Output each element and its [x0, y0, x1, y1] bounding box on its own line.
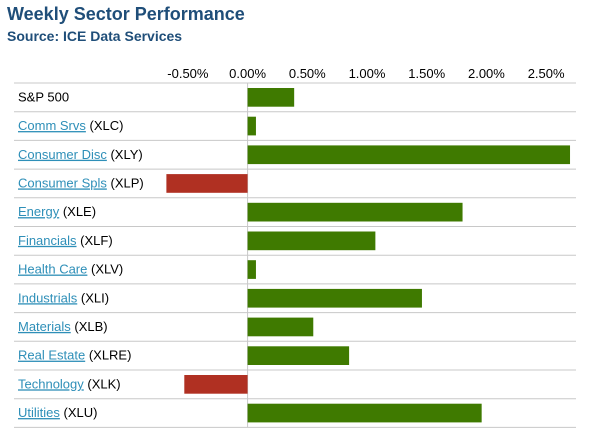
- x-tick-label: 2.00%: [468, 66, 505, 81]
- x-tick-label: 1.50%: [408, 66, 445, 81]
- sector-link[interactable]: Consumer Spls: [18, 175, 107, 190]
- bar-technology: [184, 375, 248, 394]
- sector-link[interactable]: Materials: [18, 319, 71, 334]
- bar-consumer-disc: [247, 145, 571, 165]
- category-label[interactable]: Utilities (XLU): [18, 405, 97, 420]
- category-label: S&P 500: [18, 89, 69, 104]
- chart-subtitle: Source: ICE Data Services: [7, 28, 183, 44]
- sector-link[interactable]: Health Care: [18, 262, 87, 277]
- bar-materials: [247, 317, 314, 337]
- bar-financials: [247, 231, 376, 251]
- ticker-symbol: (XLV): [87, 262, 123, 277]
- x-tick-label: 1.00%: [349, 66, 386, 81]
- x-tick-label: 0.50%: [289, 66, 326, 81]
- category-label[interactable]: Financials (XLF): [18, 233, 113, 248]
- category-label[interactable]: Real Estate (XLRE): [18, 348, 131, 363]
- x-tick-label: 0.00%: [229, 66, 266, 81]
- sector-link[interactable]: Energy: [18, 204, 60, 219]
- category-label[interactable]: Energy (XLE): [18, 204, 96, 219]
- category-label[interactable]: Technology (XLK): [18, 376, 121, 391]
- ticker-symbol: (XLC): [86, 118, 124, 133]
- bar-energy: [247, 202, 463, 222]
- bar-s-p-500: [247, 88, 295, 107]
- category-label[interactable]: Health Care (XLV): [18, 262, 123, 277]
- bar-industrials: [247, 288, 422, 308]
- x-tick-label: 2.50%: [528, 66, 565, 81]
- bar-comm-srvs: [247, 116, 256, 136]
- ticker-symbol: (XLP): [107, 175, 144, 190]
- ticker-symbol: (XLE): [59, 204, 96, 219]
- category-label[interactable]: Comm Srvs (XLC): [18, 118, 123, 133]
- ticker-symbol: (XLU): [60, 405, 98, 420]
- category-label[interactable]: Consumer Disc (XLY): [18, 147, 143, 162]
- category-label[interactable]: Industrials (XLI): [18, 290, 109, 305]
- sector-link[interactable]: Technology: [18, 376, 84, 391]
- bar-health-care: [247, 260, 256, 279]
- ticker-symbol: (XLB): [71, 319, 108, 334]
- x-tick-label: -0.50%: [167, 66, 209, 81]
- chart-title: Weekly Sector Performance: [7, 4, 245, 24]
- ticker-symbol: (XLY): [107, 147, 143, 162]
- bar-utilities: [247, 403, 482, 423]
- sector-link[interactable]: Industrials: [18, 290, 78, 305]
- category-label[interactable]: Consumer Spls (XLP): [18, 175, 144, 190]
- sector-link[interactable]: Financials: [18, 233, 77, 248]
- bar-consumer-spls: [166, 174, 248, 193]
- ticker-symbol: (XLF): [77, 233, 113, 248]
- sector-link[interactable]: Real Estate: [18, 348, 85, 363]
- category-label[interactable]: Materials (XLB): [18, 319, 108, 334]
- sector-link[interactable]: Utilities: [18, 405, 60, 420]
- ticker-symbol: (XLI): [77, 290, 109, 305]
- sector-link[interactable]: Consumer Disc: [18, 147, 107, 162]
- ticker-symbol: (XLK): [84, 376, 121, 391]
- sector-link[interactable]: Comm Srvs: [18, 118, 86, 133]
- bar-real-estate: [247, 346, 350, 365]
- ticker-symbol: (XLRE): [85, 348, 131, 363]
